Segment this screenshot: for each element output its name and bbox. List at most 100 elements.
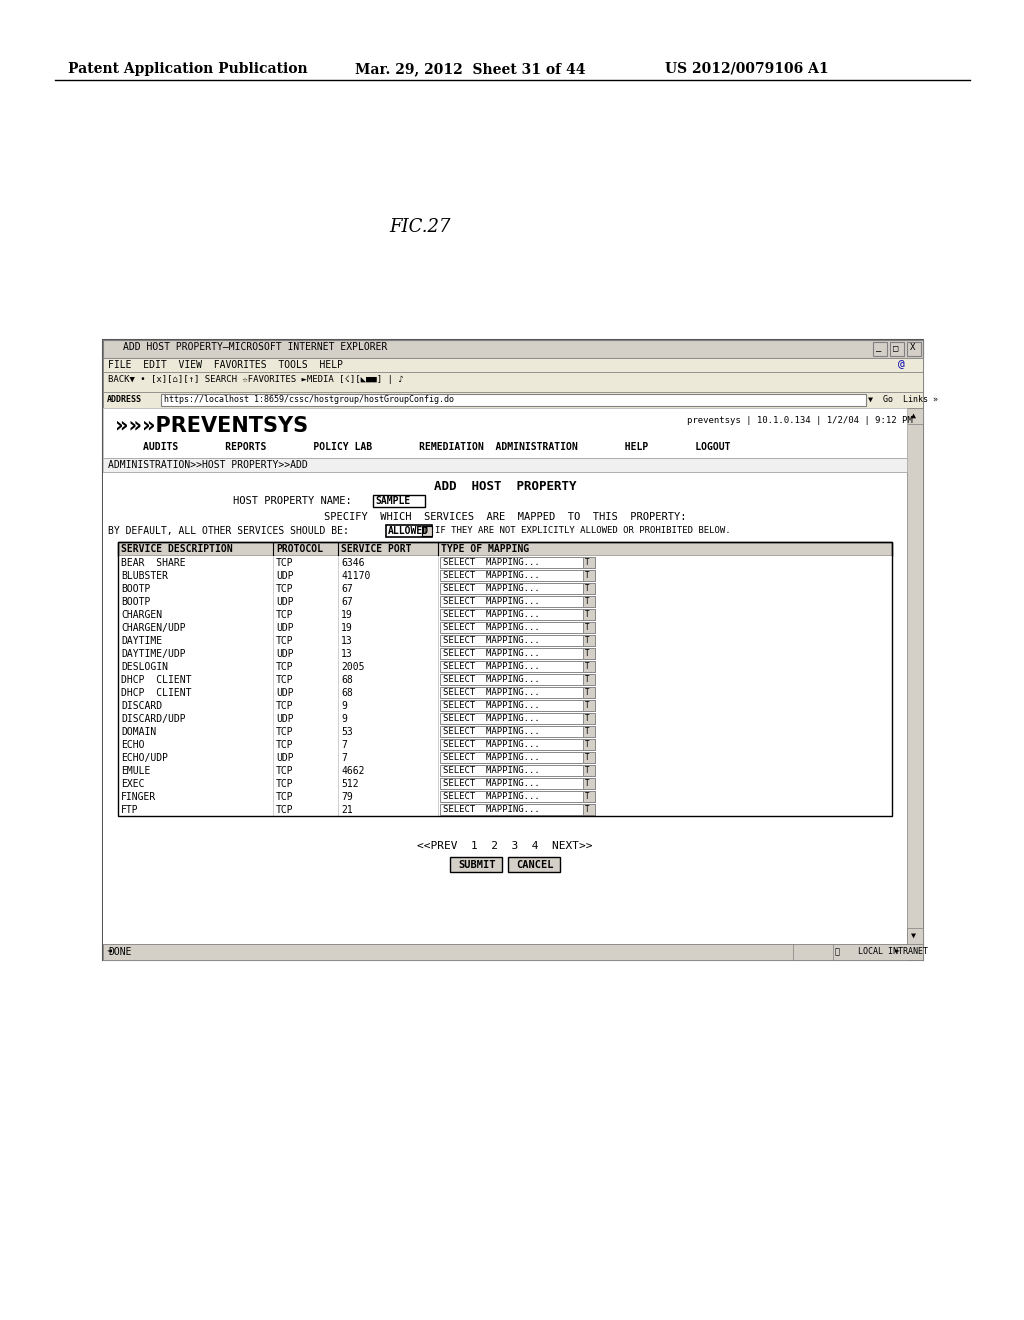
Text: SELECT  MAPPING...: SELECT MAPPING...: [443, 766, 540, 775]
Bar: [118, 543, 892, 556]
Text: ▼: ▼: [911, 931, 916, 940]
Bar: [103, 341, 923, 960]
Text: DAYTIME: DAYTIME: [121, 636, 162, 645]
Text: SELECT  MAPPING...: SELECT MAPPING...: [443, 636, 540, 645]
Text: HOST PROPERTY NAME:: HOST PROPERTY NAME:: [233, 496, 352, 506]
Bar: [118, 634, 892, 647]
Text: BY DEFAULT, ALL OTHER SERVICES SHOULD BE:: BY DEFAULT, ALL OTHER SERVICES SHOULD BE…: [108, 525, 349, 536]
Text: SELECT  MAPPING...: SELECT MAPPING...: [443, 675, 540, 684]
Text: T: T: [585, 805, 590, 814]
Text: DISCARD: DISCARD: [121, 701, 162, 711]
Text: CHARGEN/UDP: CHARGEN/UDP: [121, 623, 185, 634]
Text: 512: 512: [341, 779, 358, 789]
Text: TCP: TCP: [276, 610, 294, 620]
Text: DESLOGIN: DESLOGIN: [121, 663, 168, 672]
Text: CHARGEN: CHARGEN: [121, 610, 162, 620]
Bar: [583, 648, 595, 659]
Bar: [583, 752, 595, 763]
Text: ALLOWED: ALLOWED: [388, 525, 429, 536]
Bar: [103, 944, 119, 960]
Bar: [890, 342, 904, 356]
Text: SELECT  MAPPING...: SELECT MAPPING...: [443, 805, 540, 814]
Text: SELECT  MAPPING...: SELECT MAPPING...: [443, 583, 540, 593]
Bar: [583, 713, 595, 723]
Text: 67: 67: [341, 583, 352, 594]
Text: FINGER: FINGER: [121, 792, 157, 803]
Text: SPECIFY  WHICH  SERVICES  ARE  MAPPED  TO  THIS  PROPERTY:: SPECIFY WHICH SERVICES ARE MAPPED TO THI…: [324, 512, 686, 521]
Text: US 2012/0079106 A1: US 2012/0079106 A1: [665, 62, 828, 77]
Bar: [118, 686, 892, 700]
Text: ◄: ◄: [106, 946, 112, 956]
Text: BACK▼ • [x][⌂][↑] SEARCH ☆FAVORITES ►MEDIA [☇][◣■■] | ♪: BACK▼ • [x][⌂][↑] SEARCH ☆FAVORITES ►MED…: [108, 375, 403, 384]
Bar: [103, 408, 907, 944]
Text: T: T: [585, 583, 590, 593]
Text: EMULE: EMULE: [121, 766, 151, 776]
Text: 68: 68: [341, 675, 352, 685]
Text: SELECT  MAPPING...: SELECT MAPPING...: [443, 792, 540, 801]
Text: T: T: [423, 527, 428, 536]
Text: ►: ►: [895, 946, 900, 956]
Bar: [118, 595, 892, 609]
Bar: [118, 700, 892, 711]
Text: UDP: UDP: [276, 752, 294, 763]
Text: UDP: UDP: [276, 649, 294, 659]
Text: T: T: [585, 675, 590, 684]
Text: SELECT  MAPPING...: SELECT MAPPING...: [443, 688, 540, 697]
Text: SELECT  MAPPING...: SELECT MAPPING...: [443, 597, 540, 606]
Text: PROTOCOL: PROTOCOL: [276, 544, 323, 554]
Text: 19: 19: [341, 610, 352, 620]
Bar: [118, 609, 892, 620]
Text: T: T: [585, 701, 590, 710]
Bar: [118, 673, 892, 686]
Bar: [873, 342, 887, 356]
Text: UDP: UDP: [276, 572, 294, 581]
Text: T: T: [585, 649, 590, 657]
Text: SELECT  MAPPING...: SELECT MAPPING...: [443, 701, 540, 710]
Bar: [118, 738, 892, 751]
Text: SELECT  MAPPING...: SELECT MAPPING...: [443, 610, 540, 619]
Bar: [103, 458, 907, 473]
Text: ECHO/UDP: ECHO/UDP: [121, 752, 168, 763]
Bar: [583, 622, 595, 634]
Bar: [103, 408, 907, 458]
Bar: [440, 739, 595, 750]
Text: ▼  Go  Links »: ▼ Go Links »: [868, 395, 938, 404]
Text: TYPE OF MAPPING: TYPE OF MAPPING: [441, 544, 529, 554]
Text: 79: 79: [341, 792, 352, 803]
Text: 21: 21: [341, 805, 352, 814]
Text: SELECT  MAPPING...: SELECT MAPPING...: [443, 623, 540, 632]
Text: X: X: [910, 343, 915, 352]
Bar: [440, 726, 595, 737]
Text: T: T: [585, 558, 590, 568]
Bar: [440, 661, 595, 672]
Bar: [583, 675, 595, 685]
Text: DHCP  CLIENT: DHCP CLIENT: [121, 688, 191, 698]
Bar: [440, 791, 595, 803]
Bar: [386, 525, 432, 537]
Text: CANCEL: CANCEL: [516, 859, 554, 870]
Bar: [440, 635, 595, 645]
Bar: [583, 777, 595, 789]
Bar: [508, 857, 560, 873]
Text: DHCP  CLIENT: DHCP CLIENT: [121, 675, 191, 685]
Text: T: T: [585, 597, 590, 606]
Text: ADD HOST PROPERTY–MICROSOFT INTERNET EXPLORER: ADD HOST PROPERTY–MICROSOFT INTERNET EXP…: [123, 342, 387, 352]
Text: UDP: UDP: [276, 623, 294, 634]
Bar: [583, 609, 595, 620]
Bar: [583, 583, 595, 594]
Text: SELECT  MAPPING...: SELECT MAPPING...: [443, 752, 540, 762]
Text: TCP: TCP: [276, 675, 294, 685]
Bar: [891, 944, 907, 960]
Bar: [583, 570, 595, 581]
Bar: [440, 557, 595, 568]
Bar: [440, 597, 595, 607]
Text: UDP: UDP: [276, 688, 294, 698]
Text: TCP: TCP: [276, 558, 294, 568]
Text: TCP: TCP: [276, 805, 294, 814]
Bar: [440, 570, 595, 581]
Text: TCP: TCP: [276, 727, 294, 737]
Text: T: T: [585, 572, 590, 579]
Bar: [161, 393, 866, 407]
Bar: [907, 408, 923, 424]
Text: SELECT  MAPPING...: SELECT MAPPING...: [443, 714, 540, 723]
